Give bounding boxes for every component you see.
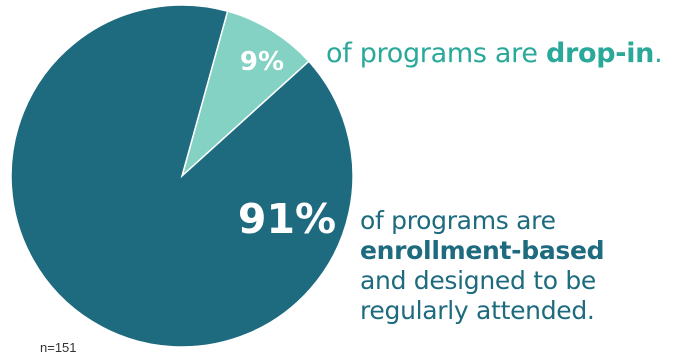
enrollment-annotation-line3: and designed to be bbox=[360, 266, 597, 295]
enrollment-annotation-line2: enrollment-based bbox=[360, 236, 605, 266]
dropin-annotation-suffix: . bbox=[654, 38, 663, 69]
enrollment-annotation: of programs are enrollment-based and des… bbox=[360, 206, 605, 326]
dropin-annotation: of programs are drop-in. bbox=[326, 38, 663, 69]
enrollment-percent-label: 91% bbox=[238, 195, 336, 243]
pie-slice-enrollment bbox=[10, 4, 354, 348]
enrollment-annotation-bold: enrollment-based bbox=[360, 236, 605, 265]
dropin-percent-label: 9% bbox=[240, 47, 284, 77]
enrollment-annotation-line4: regularly attended. bbox=[360, 296, 595, 325]
enrollment-annotation-line1: of programs are bbox=[360, 206, 556, 235]
sample-size-note: n=151 bbox=[40, 340, 77, 355]
pie-slice-dropin bbox=[180, 10, 310, 179]
dropin-annotation-prefix: of programs are bbox=[326, 38, 546, 69]
dropin-annotation-bold: drop-in bbox=[545, 38, 655, 69]
